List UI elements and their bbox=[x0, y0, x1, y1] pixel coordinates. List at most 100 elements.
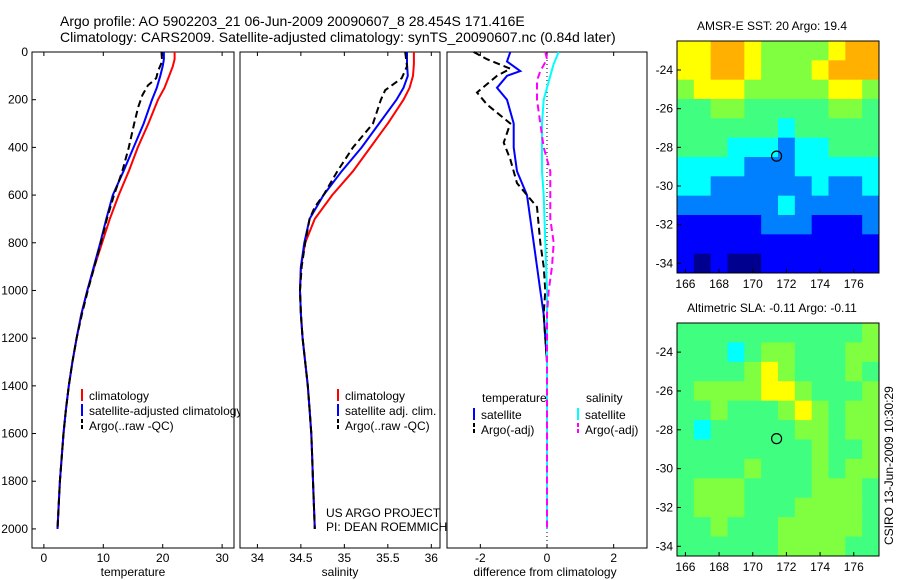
sst-heatmap-cell bbox=[862, 253, 880, 274]
sst-heatmap-cell bbox=[710, 157, 728, 177]
sst-heatmap-cell bbox=[693, 234, 712, 255]
sla-heatmap-cell bbox=[744, 381, 762, 402]
sst-heatmap-cell bbox=[862, 215, 880, 235]
sst-heatmap-cell bbox=[811, 234, 829, 255]
temperature-series-line bbox=[56, 51, 164, 529]
sst-heatmap-cell bbox=[828, 234, 846, 255]
sla-heatmap-cell bbox=[862, 497, 880, 518]
difference-legend-title: temperature bbox=[482, 391, 547, 405]
sla-heatmap-cell bbox=[710, 342, 728, 363]
sst-xtick-label: 168 bbox=[709, 277, 729, 291]
salinity-profile-panel: 34 34.5 35 35.5 36 salinity climatologysatelli… bbox=[239, 51, 441, 579]
sst-heatmap-cell bbox=[677, 176, 695, 197]
timestamp-stamp: CSIRO 13-Jun-2009 10:30:29 bbox=[882, 386, 896, 545]
temperature-ytick-label: 1800 bbox=[1, 474, 28, 488]
sst-heatmap-cell bbox=[744, 41, 762, 61]
sla-heatmap-cell bbox=[845, 536, 863, 557]
sst-heatmap-cell bbox=[677, 137, 695, 158]
difference-legend-label: Argo(-adj) bbox=[585, 423, 638, 437]
sst-ytick-label: -26 bbox=[656, 102, 674, 116]
sla-heatmap-cell bbox=[862, 342, 880, 363]
sst-heatmap-cell bbox=[693, 118, 712, 139]
difference-series-line bbox=[473, 51, 548, 529]
sla-heatmap-cell bbox=[862, 536, 880, 557]
sst-heatmap-cell bbox=[828, 157, 846, 177]
difference-legend-label: Argo(-adj) bbox=[481, 423, 534, 437]
sst-heatmap-cell bbox=[677, 41, 695, 61]
sst-heatmap-cell bbox=[811, 253, 829, 274]
sla-heatmap-cell bbox=[794, 536, 813, 557]
sla-heatmap-cell bbox=[677, 478, 695, 499]
temperature-legend-label: Argo(..raw -QC) bbox=[89, 419, 174, 433]
sst-heatmap-cell bbox=[744, 215, 762, 235]
sla-heatmap-cell bbox=[761, 497, 779, 518]
sla-ytick-label: -28 bbox=[656, 423, 674, 437]
sst-heatmap-cell bbox=[811, 41, 829, 61]
temperature-ytick-label: 1400 bbox=[1, 379, 28, 393]
sla-heatmap-cell bbox=[761, 400, 779, 421]
sla-heatmap-cell bbox=[794, 458, 813, 479]
sst-heatmap-cell bbox=[811, 118, 829, 139]
salinity-plot-frame bbox=[239, 51, 441, 549]
sst-heatmap-cell bbox=[710, 215, 728, 235]
sst-heatmap-cell bbox=[845, 157, 863, 177]
sla-heatmap-cell bbox=[710, 439, 728, 460]
temperature-xlabel: temperature bbox=[101, 565, 166, 579]
sla-heatmap-cell bbox=[778, 517, 796, 538]
sst-heatmap-cell bbox=[693, 215, 712, 235]
sst-xtick-label: 174 bbox=[810, 277, 830, 291]
sst-heatmap-cell bbox=[710, 79, 728, 100]
sla-heatmap-cell bbox=[744, 478, 762, 499]
sla-heatmap-cell bbox=[693, 478, 712, 499]
sla-heatmap-cell bbox=[862, 381, 880, 402]
sla-heatmap-cell bbox=[811, 400, 829, 421]
sst-heatmap-cell bbox=[710, 176, 728, 197]
sst-heatmap-cell bbox=[677, 79, 695, 100]
sla-heatmap-cell bbox=[744, 361, 762, 382]
sla-xtick-label: 174 bbox=[810, 560, 830, 574]
sla-heatmap-cell bbox=[761, 458, 779, 479]
sst-heatmap-cell bbox=[744, 137, 762, 158]
sst-heatmap-cell bbox=[710, 41, 728, 61]
sla-heatmap-cell bbox=[778, 420, 796, 440]
sst-heatmap-cell bbox=[761, 99, 779, 119]
sla-heatmap-cell bbox=[710, 517, 728, 538]
sla-heatmap-cell bbox=[778, 536, 796, 557]
sla-heatmap-cell bbox=[693, 439, 712, 460]
sla-heatmap-cell bbox=[710, 458, 728, 479]
sla-heatmap-cell bbox=[778, 458, 796, 479]
sst-heatmap-cell bbox=[828, 79, 846, 100]
sla-heatmap-cell bbox=[727, 323, 745, 343]
sla-heatmap-cell bbox=[693, 361, 712, 382]
sla-heatmap-cell bbox=[693, 458, 712, 479]
sla-heatmap-cell bbox=[828, 497, 846, 518]
sst-xtick-label: 176 bbox=[844, 277, 864, 291]
sla-heatmap-cell bbox=[761, 478, 779, 499]
sla-heatmap-cell bbox=[811, 342, 829, 363]
sst-heatmap-cell bbox=[794, 60, 813, 81]
sla-heatmap-cell bbox=[778, 342, 796, 363]
sst-heatmap-cell bbox=[744, 176, 762, 197]
salinity-xtick-label: 36 bbox=[425, 551, 439, 565]
sla-heatmap-cell bbox=[710, 420, 728, 440]
sla-heatmap-cell bbox=[693, 342, 712, 363]
sst-heatmap-cell bbox=[845, 234, 863, 255]
sla-heatmap-cell bbox=[677, 517, 695, 538]
sla-heatmap-cell bbox=[677, 323, 695, 343]
sla-heatmap-cell bbox=[693, 536, 712, 557]
sst-xtick-label: 170 bbox=[743, 277, 763, 291]
sst-heatmap-cell bbox=[794, 79, 813, 100]
sst-heatmap-cell bbox=[710, 137, 728, 158]
sst-heatmap-cell bbox=[727, 253, 745, 274]
sst-heatmap-cell bbox=[828, 176, 846, 197]
sla-heatmap-cell bbox=[727, 342, 745, 363]
sst-heatmap-cell bbox=[794, 41, 813, 61]
sst-heatmap-cell bbox=[778, 157, 796, 177]
temperature-xtick-label: 10 bbox=[97, 551, 111, 565]
sst-heatmap-cell bbox=[778, 118, 796, 139]
sst-map-panel: 166 168 170 172 174 176 -24 -26 -28 -30 -32 -34 AMSR… bbox=[656, 19, 880, 291]
sla-heatmap-cell bbox=[761, 381, 779, 402]
sst-heatmap-cell bbox=[828, 60, 846, 81]
temperature-profile-panel: 0 10 20 30 0 200 400 600 800 1000 1200 1400 1600 1800… bbox=[1, 45, 242, 579]
